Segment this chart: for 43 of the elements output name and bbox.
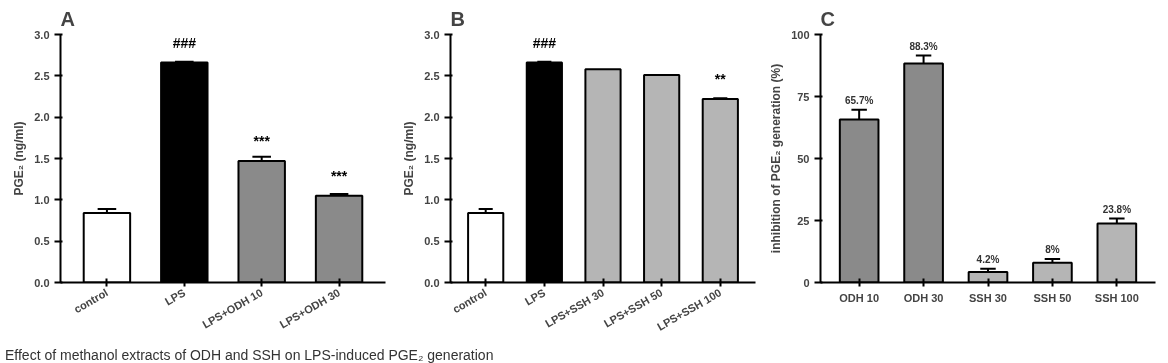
y-tick-label: 0.5 — [34, 235, 50, 248]
annotation: *** — [253, 132, 271, 149]
chart-title: B — [450, 7, 465, 30]
annotation: ### — [532, 34, 557, 51]
y-tick-label: 2.5 — [424, 69, 440, 82]
y-tick-label: 3.0 — [424, 28, 440, 41]
y-tick-label: 2.0 — [34, 111, 50, 124]
y-tick-label: 1.0 — [34, 193, 50, 206]
y-tick-label: 1.5 — [34, 152, 50, 165]
y-tick-label: 1.0 — [424, 193, 440, 206]
annotation: *** — [330, 167, 348, 184]
data-label: 4.2% — [976, 253, 1000, 265]
y-tick-label: 0 — [803, 276, 810, 289]
y-tick-label: 50 — [797, 152, 810, 165]
y-axis-title: PGE₂ (ng/ml) — [12, 121, 27, 196]
x-tick-label: SSH 30 — [969, 291, 1007, 304]
y-tick-label: 75 — [797, 90, 810, 103]
x-tick-label: LPS — [162, 286, 188, 308]
data-label: 65.7% — [844, 94, 874, 106]
x-tick-label: SSH 50 — [1033, 291, 1072, 304]
data-label: 23.8% — [1102, 203, 1132, 215]
x-tick-label: SSH 100 — [1094, 291, 1139, 304]
y-axis-title: inhibition of PGE₂ generation (%) — [769, 63, 784, 254]
y-tick-label: 3.0 — [34, 28, 50, 41]
chart-title: A — [60, 7, 75, 30]
chart-title: C — [820, 7, 835, 30]
y-tick-label: 0.0 — [34, 276, 50, 289]
x-tick-label: LPS — [522, 286, 548, 308]
y-tick-label: 100 — [791, 28, 810, 41]
y-tick-label: 2.5 — [34, 69, 50, 82]
annotation: ### — [172, 34, 197, 51]
y-tick-label: 0.0 — [424, 276, 440, 289]
text: Effect of methanol extracts of ODH and SSH on LPS-induced PGE₂ generation — [5, 346, 494, 363]
y-tick-label: 1.5 — [424, 152, 440, 165]
x-tick-label: ODH 30 — [903, 291, 944, 304]
y-tick-label: 0.5 — [424, 235, 440, 248]
data-label: 88.3% — [909, 40, 938, 52]
y-tick-label: 25 — [797, 214, 810, 227]
y-tick-label: 2.0 — [424, 111, 440, 124]
x-tick-label: ODH 10 — [839, 291, 880, 304]
y-axis-title: PGE₂ (ng/ml) — [402, 121, 417, 196]
data-label: 8% — [1045, 243, 1060, 255]
annotation: ** — [714, 70, 727, 87]
